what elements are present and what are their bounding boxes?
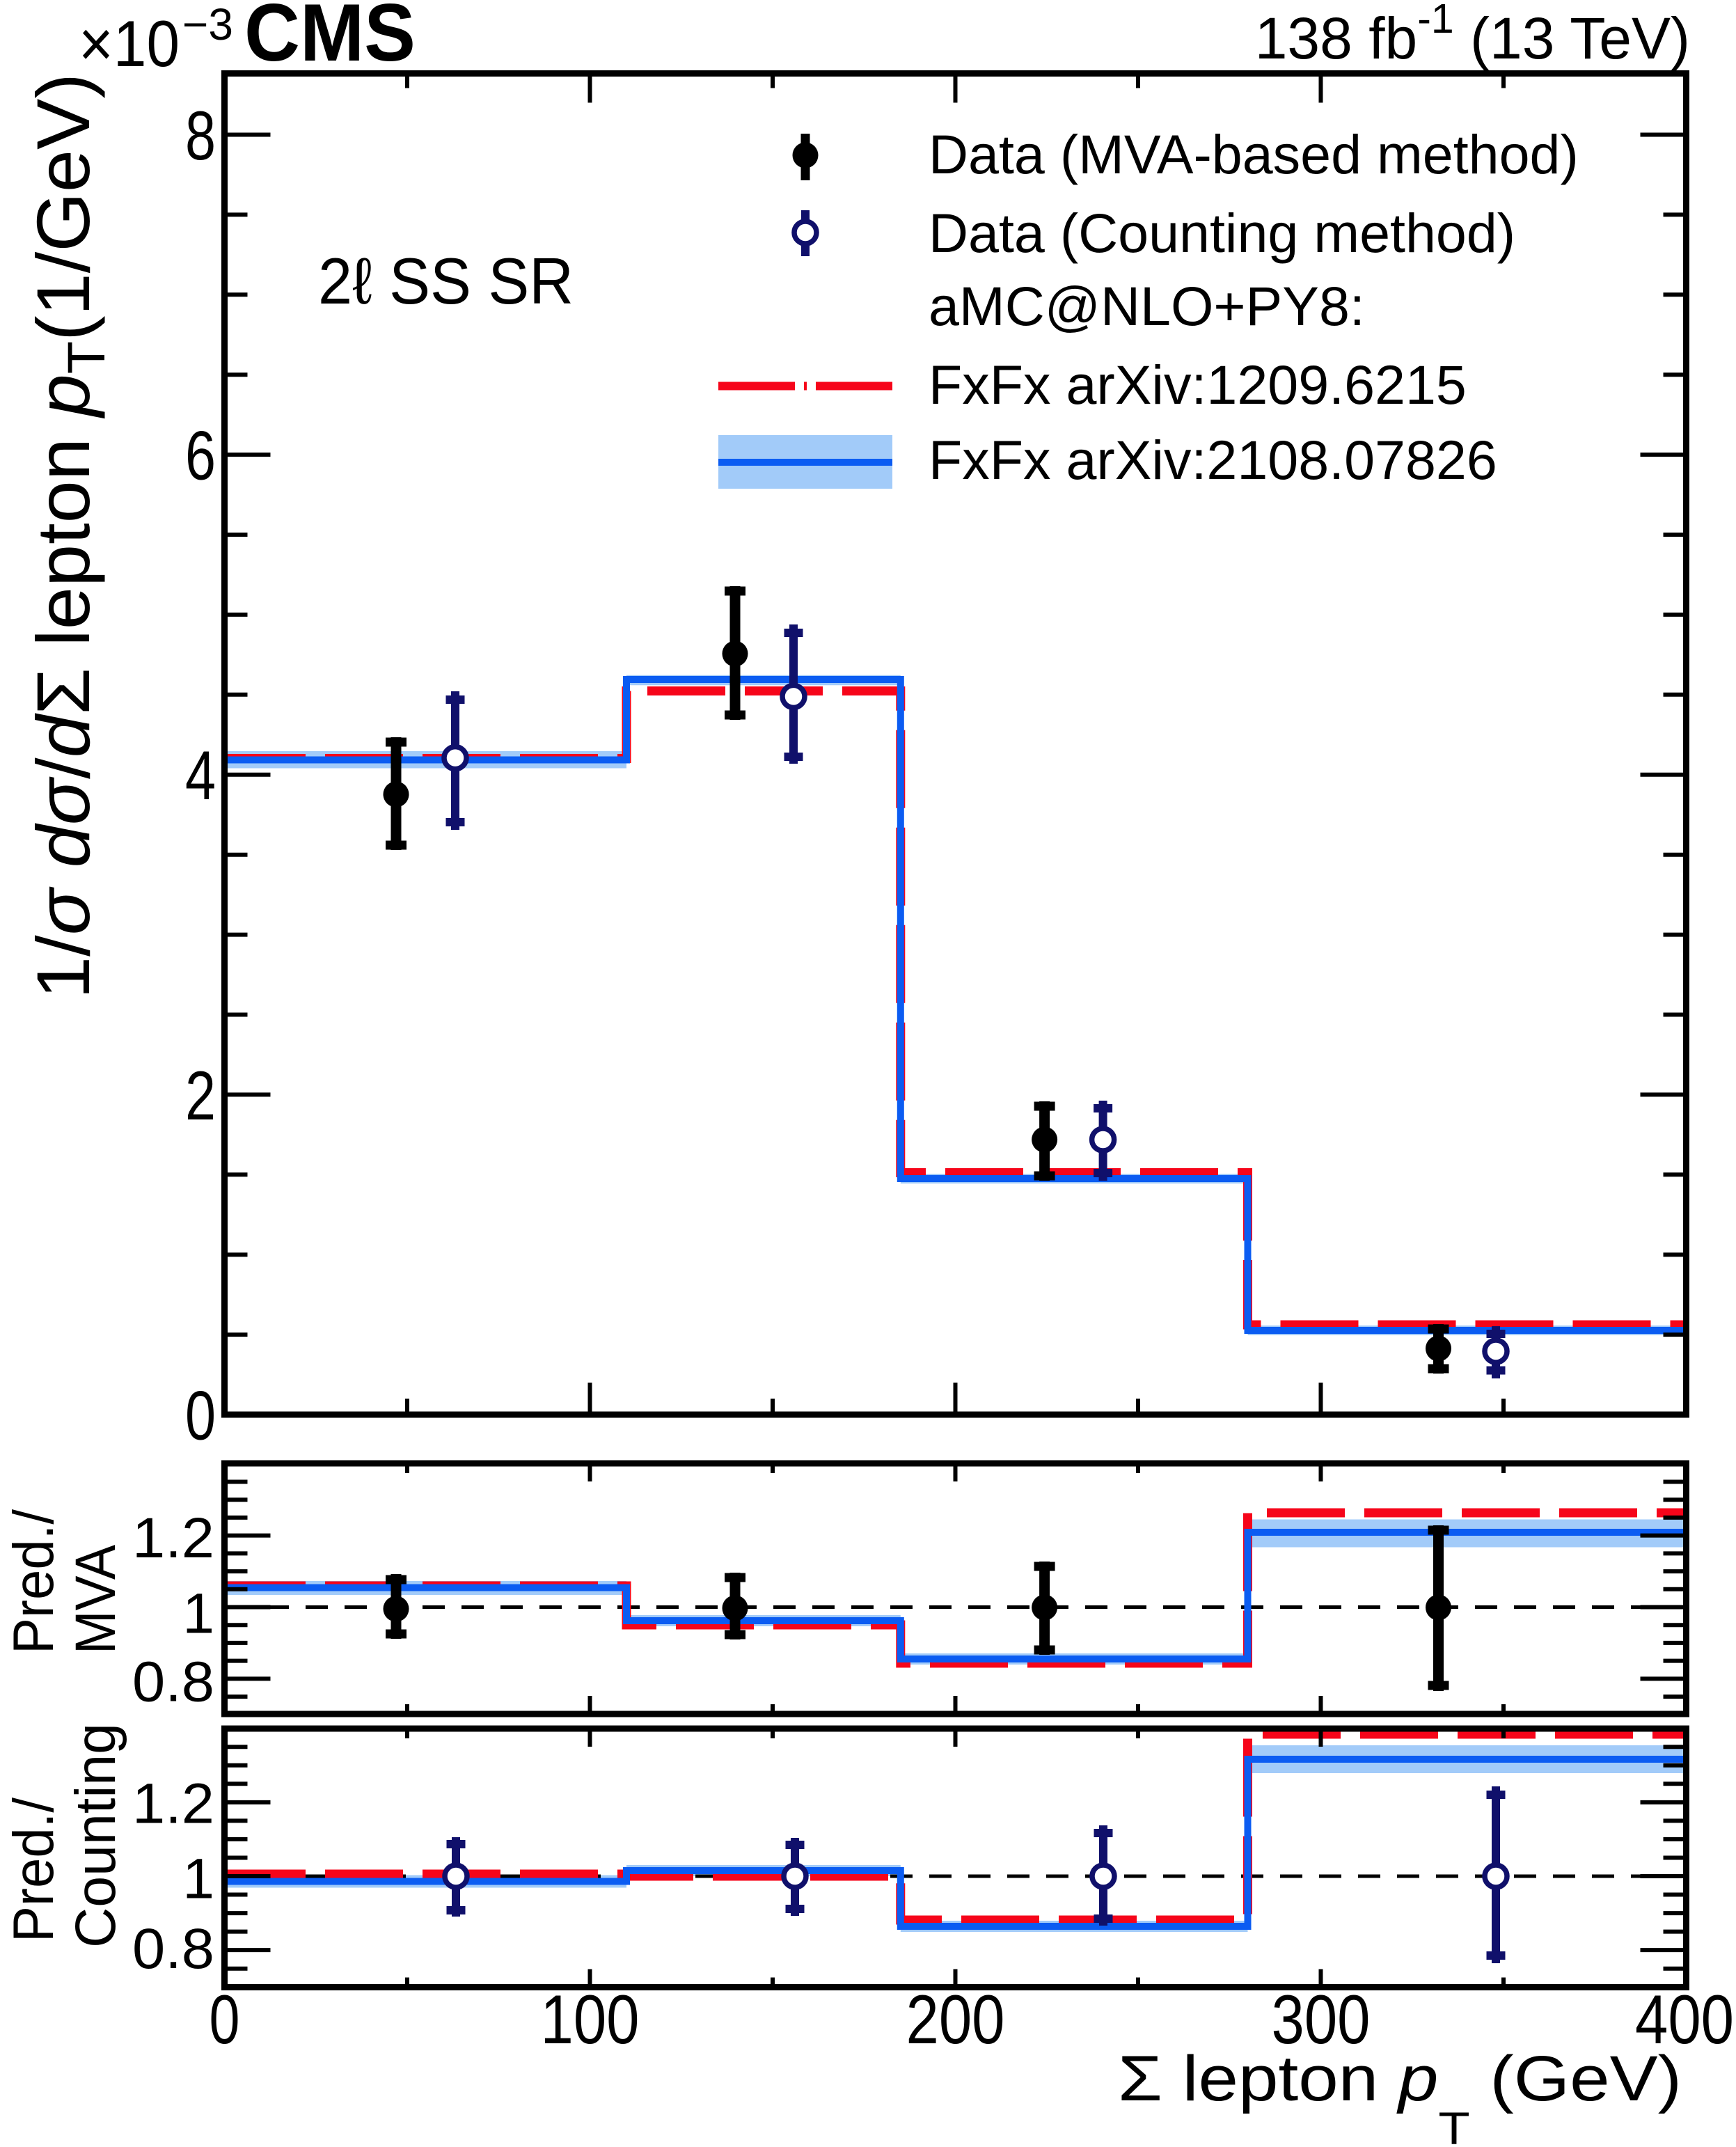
svg-text:0: 0 [185,1377,216,1454]
svg-text:Data (MVA-based method): Data (MVA-based method) [929,123,1579,185]
svg-text:200: 200 [906,1981,1005,2058]
svg-text:Pred./: Pred./ [2,1509,65,1654]
svg-text:1/σ dσ/dΣ lepton pT(1/GeV): 1/σ dσ/dΣ lepton pT(1/GeV) [21,73,116,999]
svg-text:1.2: 1.2 [132,1507,214,1570]
svg-text:300: 300 [1272,1981,1371,2058]
svg-text:MVA: MVA [64,1545,127,1654]
svg-text:2: 2 [185,1057,216,1134]
svg-text:CMS: CMS [244,0,416,78]
svg-text:0.8: 0.8 [132,1917,214,1981]
svg-text:6: 6 [185,417,216,494]
svg-text:×10−3: ×10−3 [79,0,233,80]
svg-text:4: 4 [185,737,216,814]
svg-text:1.2: 1.2 [132,1772,214,1835]
svg-text:400: 400 [1635,1981,1734,2058]
svg-text:0: 0 [210,1981,240,2058]
svg-text:100: 100 [541,1981,640,2058]
svg-text:8: 8 [185,97,216,174]
svg-text:138 fb-1 (13 TeV): 138 fb-1 (13 TeV) [1255,0,1690,71]
svg-text:FxFx arXiv:2108.07826: FxFx arXiv:2108.07826 [929,429,1497,491]
svg-text:FxFx arXiv:1209.6215: FxFx arXiv:1209.6215 [929,354,1467,416]
svg-text:Data (Counting method): Data (Counting method) [929,202,1515,264]
svg-text:Counting: Counting [64,1723,127,1948]
svg-text:1: 1 [182,1582,214,1646]
svg-text:0.8: 0.8 [132,1650,214,1713]
svg-text:2ℓ SS SR: 2ℓ SS SR [318,244,574,317]
svg-text:1: 1 [182,1848,214,1911]
svg-text:Pred./: Pred./ [2,1798,65,1942]
svg-text:aMC@NLO+PY8:: aMC@NLO+PY8: [929,275,1365,337]
